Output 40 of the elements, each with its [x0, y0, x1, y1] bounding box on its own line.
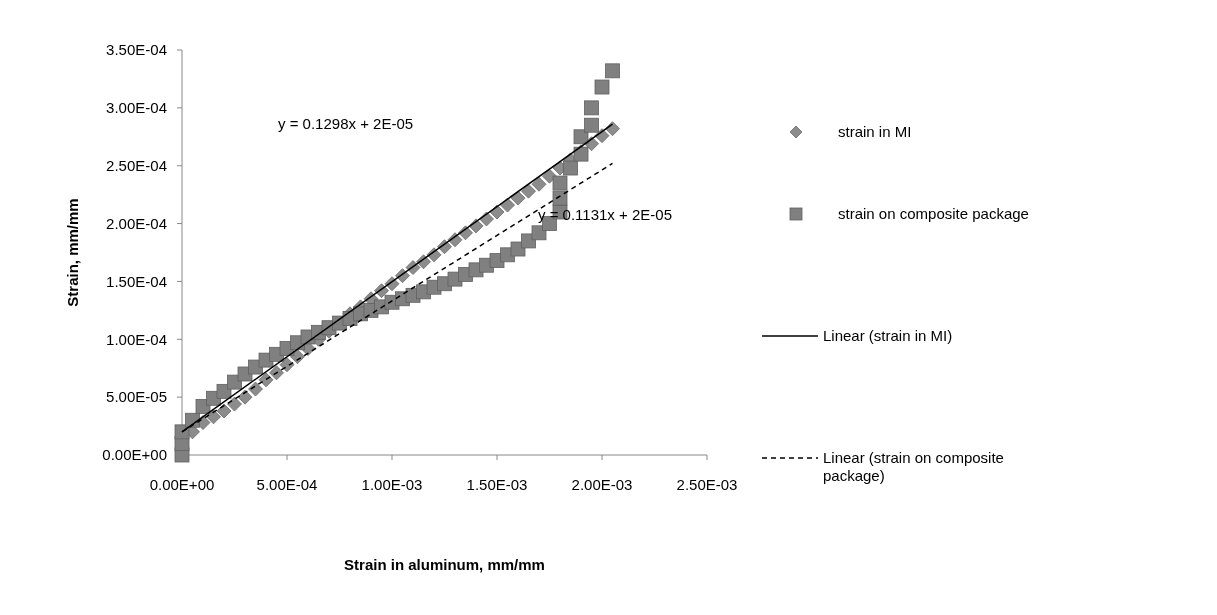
point — [216, 403, 232, 419]
x-tick-label: 2.00E-03 — [571, 476, 633, 493]
point — [552, 190, 568, 206]
legend-label: Linear (strain in MI) — [823, 327, 953, 345]
y-tick-label: 3.00E-04 — [106, 99, 167, 117]
y-axis-title: Strain, mm/mm — [64, 198, 81, 307]
point — [584, 100, 599, 116]
point — [206, 409, 221, 425]
point — [248, 381, 263, 397]
x-tick-label: 1.50E-03 — [466, 476, 528, 493]
point — [510, 190, 526, 206]
y-tick-label: 1.50E-04 — [106, 272, 167, 290]
x-tick-label: 2.50E-03 — [676, 476, 738, 493]
point — [521, 183, 536, 199]
point — [500, 197, 515, 213]
annotation: y = 0.1298x + 2E-05 — [278, 115, 414, 133]
point — [269, 365, 284, 381]
point — [552, 175, 568, 191]
y-tick-label: 2.50E-04 — [106, 156, 167, 174]
point — [237, 389, 253, 405]
y-tick-label: 0.00E+00 — [102, 446, 167, 464]
y-tick-label: 2.00E-04 — [106, 214, 167, 232]
point — [594, 79, 610, 95]
legend-label: strain in MI — [838, 123, 912, 141]
y-tick-label: 1.00E-04 — [106, 330, 167, 348]
point — [227, 396, 242, 412]
point — [531, 176, 547, 192]
y-tick-label: 5.00E-05 — [106, 388, 167, 406]
y-tick-label: 3.50E-04 — [106, 41, 167, 59]
legend-label: strain on composite package — [838, 205, 1029, 223]
x-tick-label: 0.00E+00 — [149, 476, 215, 493]
point — [584, 117, 599, 133]
point — [563, 160, 578, 176]
x-tick-label: 1.00E-03 — [361, 476, 423, 493]
annotation: y = 0.1131x + 2E-05 — [538, 206, 672, 224]
point — [573, 129, 589, 145]
legend-label: Linear (strain on composite package) — [823, 449, 1004, 485]
point — [605, 63, 620, 79]
x-tick-label: 5.00E-04 — [256, 476, 318, 493]
x-axis-title: Strain in aluminum, mm/mm — [344, 556, 545, 573]
